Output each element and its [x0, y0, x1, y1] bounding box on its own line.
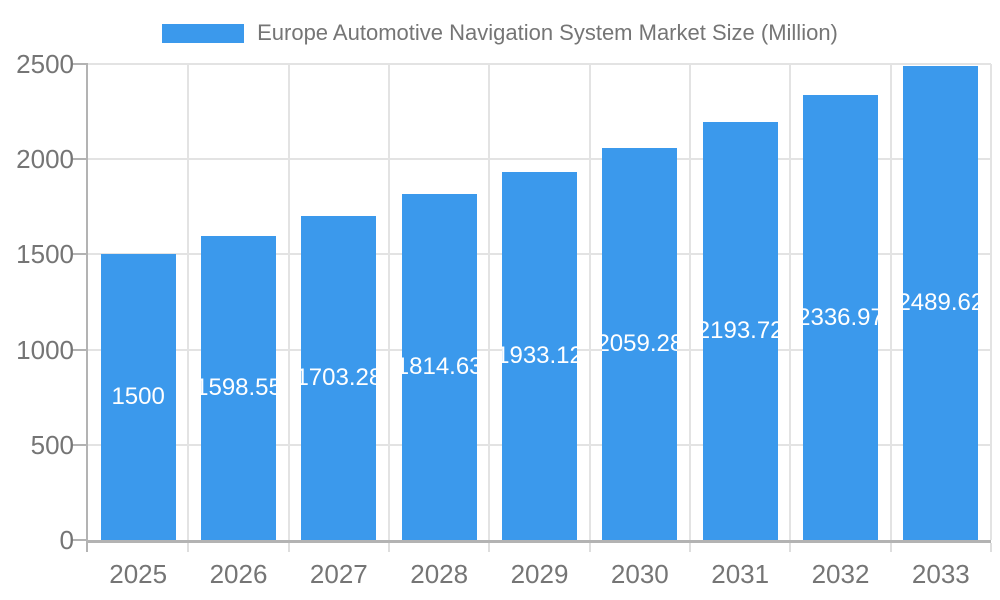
x-axis-label: 2027 [309, 559, 368, 589]
y-axis-tick [72, 443, 88, 446]
legend-label: Europe Automotive Navigation System Mark… [257, 20, 838, 45]
x-axis-tick [287, 543, 290, 552]
bar-value-label: 1933.12 [502, 341, 577, 369]
x-axis-label: 2032 [811, 559, 870, 589]
bar-value-label: 1500 [111, 383, 165, 411]
x-axis-tick [588, 543, 591, 552]
x-axis-label: 2025 [109, 559, 168, 589]
y-axis-tick [72, 63, 88, 65]
x-gridline [689, 64, 691, 540]
x-axis-tick [990, 543, 992, 552]
x-gridline [990, 64, 992, 540]
bar[interactable]: 2193.72 [702, 122, 778, 540]
bar[interactable]: 1814.63 [401, 194, 477, 540]
x-gridline [789, 64, 792, 540]
bar-value-label: 1814.63 [401, 353, 477, 381]
bar-value-label: 1598.55 [201, 373, 276, 401]
bar[interactable]: 2059.28 [602, 147, 678, 540]
x-axis-label: 2033 [911, 559, 970, 589]
x-axis-line [86, 540, 991, 543]
bar[interactable]: 1500 [100, 254, 176, 540]
x-gridline [287, 64, 290, 540]
y-axis-label: 2000 [16, 144, 74, 175]
y-axis-label: 1000 [16, 334, 74, 365]
bar-value-label: 2489.62 [903, 288, 979, 316]
y-axis-label: 1500 [16, 239, 74, 270]
x-axis-label: 2029 [510, 559, 569, 589]
y-axis-tick [72, 348, 88, 351]
legend-item[interactable]: Europe Automotive Navigation System Mark… [162, 20, 838, 46]
y-axis-tick [72, 539, 88, 541]
x-axis-tick [789, 543, 792, 552]
bar-value-label: 1703.28 [301, 363, 377, 391]
y-axis-label: 2500 [16, 49, 74, 79]
bar-value-label: 2059.28 [602, 329, 678, 357]
x-gridline [588, 64, 591, 540]
x-axis-label: 2030 [610, 559, 669, 589]
bar-value-label: 2336.97 [803, 303, 878, 331]
y-gridline [88, 63, 991, 65]
y-axis-label: 0 [59, 525, 74, 555]
bar[interactable]: 2336.97 [803, 95, 878, 540]
bar[interactable]: 2489.62 [903, 65, 979, 540]
y-axis-label: 500 [30, 429, 74, 460]
y-axis-tick [72, 253, 88, 256]
y-axis-line [86, 64, 88, 552]
x-gridline [388, 64, 390, 540]
y-gridline [88, 158, 991, 161]
legend: Europe Automotive Navigation System Mark… [0, 20, 1000, 46]
y-axis-tick [72, 158, 88, 161]
x-axis-label: 2031 [711, 559, 770, 589]
x-gridline [488, 64, 491, 540]
bar[interactable]: 1933.12 [502, 171, 577, 540]
x-axis-label: 2028 [410, 559, 469, 589]
x-axis-tick [187, 543, 190, 552]
bar[interactable]: 1598.55 [201, 235, 276, 540]
x-axis-tick [488, 543, 491, 552]
x-gridline [889, 64, 892, 540]
x-gridline [187, 64, 190, 540]
x-axis-tick [889, 543, 892, 552]
x-axis-label: 2026 [209, 559, 268, 589]
bar-value-label: 2193.72 [702, 317, 778, 345]
legend-swatch-icon [162, 23, 245, 43]
x-axis-tick [388, 543, 390, 552]
x-axis-tick [689, 543, 691, 552]
bar[interactable]: 1703.28 [301, 215, 377, 540]
